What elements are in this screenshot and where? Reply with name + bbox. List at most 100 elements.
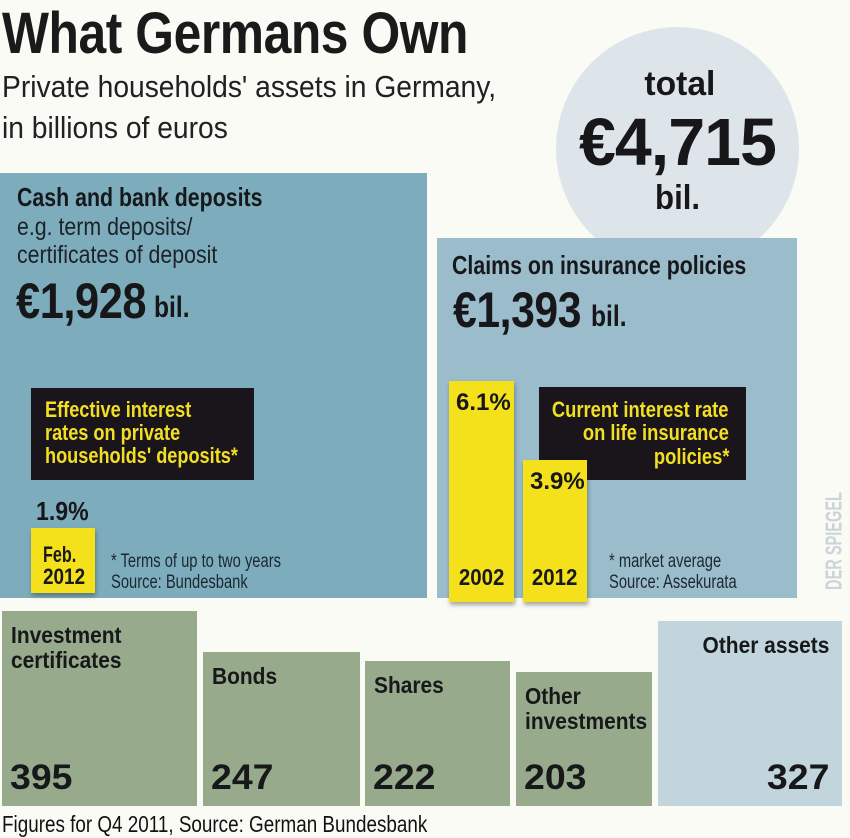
bottom-row-3-label-line2-text: investments [525, 708, 648, 734]
cash-panel-sub-line2-text: certificates of deposit [17, 240, 218, 269]
insurance-bar-2002-value: 6.1% [456, 390, 511, 416]
total-bubble-unit-text: bil. [654, 179, 701, 217]
cash-panel-footnote-line1-text: * Terms of up to two years [111, 551, 281, 572]
insurance-panel-footnote-line1-text: * market average [608, 551, 721, 572]
insurance-callout-line-3: policies* [653, 444, 729, 469]
cash-panel-rate-value-text: 1.9% [36, 496, 89, 526]
cash-panel-subheading-line-1: e.g. term deposits/ [17, 213, 252, 242]
asset-box-other-investments: Other investments 203 [516, 672, 652, 806]
asset-box-other-investments-value: 203 [524, 760, 586, 795]
asset-box-bonds-value: 247 [211, 760, 273, 795]
insurance-panel-heading: Claims on insurance policies [452, 251, 810, 279]
cash-rate-value: 1.9% [36, 496, 95, 526]
subtitle-line-2: in billions of euros [2, 107, 545, 148]
bottom-row-4-value-text: 327 [766, 758, 829, 797]
insurance-panel: Claims on insurance policies €1,393 bil.… [437, 238, 797, 602]
bottom-row-4-label-line1-text: Other assets [702, 632, 829, 658]
cash-panel-callout-line2-text: rates on private [45, 420, 181, 446]
bottom-row-1-label-line1-text: Bonds [212, 663, 278, 689]
cash-callout-line-2: rates on private [45, 421, 254, 444]
cash-footnote-line-1: * Terms of up to two years [111, 552, 330, 572]
asset-box-shares: Shares 222 [365, 661, 510, 806]
insurance-panel-footnote-line2-text: Source: Assekurata [608, 571, 737, 593]
bottom-row-0-label-line1-text: Investment [11, 622, 122, 648]
insurance-panel-bars-1-year-text: 2012 [532, 564, 578, 590]
insurance-footnote: * market average Source: Assekurata [609, 552, 774, 593]
cash-callout-line-1: Effective interest [45, 398, 254, 421]
cash-panel-unit-text: bil. [154, 291, 190, 324]
caption-text: Figures for Q4 2011, Source: German Bund… [2, 811, 428, 837]
cash-panel-subheading: e.g. term deposits/ certificates of depo… [17, 213, 252, 269]
page-title-text: What Germans Own [2, 1, 468, 66]
bottom-row-0-value-text: 395 [10, 758, 73, 797]
asset-box-label-line: Investment [11, 623, 197, 648]
insurance-panel-bars-0-year-text: 2002 [458, 564, 505, 590]
brand-mark-text: DER SPIEGEL [820, 492, 847, 590]
bottom-row-3-label-line1-text: Other [525, 683, 581, 709]
total-unit: bil. [556, 179, 799, 218]
bottom-row-0-label-line2-text: certificates [11, 647, 122, 673]
cash-panel-sub-line1-text: e.g. term deposits/ [17, 213, 193, 241]
asset-box-label-line: Bonds [212, 664, 360, 689]
insurance-bar-2002: 6.1% 2002 [449, 381, 514, 602]
page-title: What Germans Own [2, 4, 545, 64]
insurance-bar-2012: 3.9% 2012 [523, 460, 587, 602]
cash-panel-rate-period-line1-text: Feb. [43, 541, 77, 567]
total-label: total [558, 65, 801, 104]
page-subtitle: Private households' assets in Germany, i… [2, 66, 545, 148]
subtitle-line-1: Private households' assets in Germany, [2, 66, 545, 107]
bottom-row-3-value-text: 203 [524, 758, 587, 797]
cash-panel-unit: bil. [154, 291, 197, 325]
cash-callout-line-3: households' deposits* [45, 444, 254, 467]
bottom-row-2-label-line1-text: Shares [374, 672, 444, 698]
cash-panel-heading: Cash and bank deposits [17, 183, 316, 211]
insurance-bar-2002-label: 2002 [449, 564, 514, 591]
cash-footnote-line-2: Source: Bundesbank [111, 571, 330, 593]
cash-panel-value-text: €1,928 [16, 273, 147, 329]
asset-box-shares-label: Shares [365, 661, 510, 698]
asset-box-other-investments-label: Other investments [516, 672, 652, 734]
asset-box-label-line: Shares [374, 673, 510, 698]
bottom-row-2-value-text: 222 [373, 758, 436, 797]
insurance-panel-heading-text: Claims on insurance policies [452, 250, 747, 280]
cash-panel: Cash and bank deposits e.g. term deposit… [0, 173, 427, 598]
header-subtitle-line1-text: Private households' assets in Germany, [2, 69, 497, 104]
insurance-footnote-line-1: * market average [609, 552, 774, 572]
asset-box-other-assets: Other assets 327 [658, 621, 842, 806]
insurance-bar-2012-value: 3.9% [530, 469, 585, 495]
source-caption: Figures for Q4 2011, Source: German Bund… [2, 811, 521, 837]
cash-rate-period-line-1: Feb. [43, 541, 95, 567]
asset-box-investment-certificates: Investment certificates 395 [2, 611, 197, 806]
asset-box-bonds-label: Bonds [203, 652, 360, 689]
asset-box-label-line: investments [525, 709, 652, 734]
asset-box-investment-certificates-label: Investment certificates [2, 611, 197, 673]
insurance-panel-unit-text: bil. [591, 300, 627, 333]
insurance-panel-value: €1,393 [453, 284, 603, 336]
cash-rate-period-line-2: 2012 [43, 564, 95, 589]
cash-panel-rate-period-line2-text: 2012 [43, 564, 86, 589]
total-bubble-value-text: €4,715 [579, 105, 777, 180]
asset-box-label-line: Other [525, 684, 652, 709]
cash-callout: Effective interest rates on private hous… [31, 388, 254, 480]
cash-panel-heading-text: Cash and bank deposits [17, 182, 263, 212]
insurance-panel-value-text: €1,393 [452, 282, 581, 338]
cash-panel-footnote-line2-text: Source: Bundesbank [111, 571, 248, 593]
asset-box-investment-certificates-value: 395 [10, 760, 72, 795]
insurance-footnote-line-2: Source: Assekurata [608, 571, 774, 593]
asset-box-shares-value: 222 [373, 760, 435, 795]
insurance-panel-bars-0-pct-text: 6.1% [456, 389, 511, 416]
insurance-panel-bars-1-pct-text: 3.9% [530, 468, 585, 495]
asset-box-other-assets-value: 327 [767, 760, 829, 795]
bottom-row-1-value-text: 247 [211, 758, 274, 797]
total-bubble-label-text: total [643, 65, 716, 103]
cash-footnote: * Terms of up to two years Source: Bunde… [111, 552, 330, 593]
total-value: €4,715 [556, 104, 799, 181]
insurance-callout-line-2: on life insurance [583, 420, 729, 445]
cash-panel-callout-line3-text: households' deposits* [45, 443, 238, 469]
total-circle [556, 27, 799, 270]
asset-box-label-line: certificates [11, 648, 197, 673]
insurance-callout-line-1: Current interest rate [552, 397, 729, 422]
cash-rate-period-box: Feb. 2012 [31, 528, 95, 593]
brand-mark: DER SPIEGEL [821, 491, 847, 591]
